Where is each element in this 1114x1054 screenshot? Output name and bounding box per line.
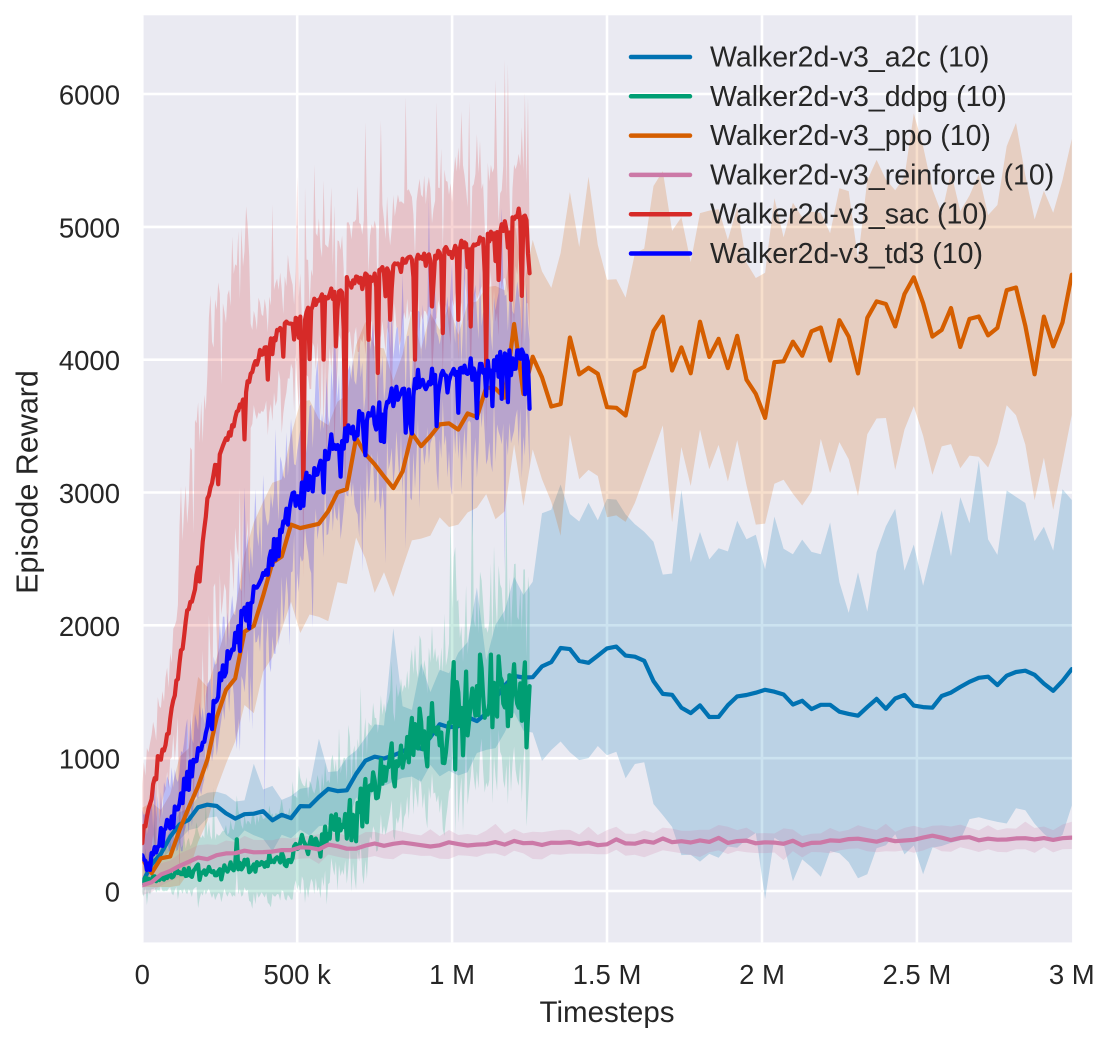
svg-text:Walker2d-v3_reinforce (10): Walker2d-v3_reinforce (10) bbox=[710, 159, 1054, 191]
svg-text:500 k: 500 k bbox=[264, 959, 332, 990]
svg-text:Walker2d-v3_ddpg (10): Walker2d-v3_ddpg (10) bbox=[710, 81, 1007, 113]
svg-text:1000: 1000 bbox=[59, 744, 120, 775]
svg-text:4000: 4000 bbox=[59, 345, 120, 376]
svg-text:Walker2d-v3_a2c (10): Walker2d-v3_a2c (10) bbox=[710, 42, 989, 74]
svg-text:3000: 3000 bbox=[59, 478, 120, 509]
svg-text:0: 0 bbox=[135, 959, 150, 990]
svg-text:2000: 2000 bbox=[59, 611, 120, 642]
svg-text:Walker2d-v3_ppo (10): Walker2d-v3_ppo (10) bbox=[710, 120, 991, 152]
svg-text:6000: 6000 bbox=[59, 80, 120, 111]
svg-text:2.5 M: 2.5 M bbox=[883, 959, 952, 990]
svg-text:1 M: 1 M bbox=[429, 959, 475, 990]
svg-text:1.5 M: 1.5 M bbox=[573, 959, 642, 990]
svg-text:Timesteps: Timesteps bbox=[540, 996, 675, 1029]
svg-text:2 M: 2 M bbox=[739, 959, 785, 990]
svg-text:5000: 5000 bbox=[59, 212, 120, 243]
svg-text:3 M: 3 M bbox=[1049, 959, 1095, 990]
svg-text:0: 0 bbox=[105, 877, 120, 908]
svg-text:Walker2d-v3_td3 (10): Walker2d-v3_td3 (10) bbox=[710, 238, 983, 270]
svg-text:Episode Reward: Episode Reward bbox=[11, 370, 45, 594]
svg-text:Walker2d-v3_sac (10): Walker2d-v3_sac (10) bbox=[710, 199, 988, 231]
